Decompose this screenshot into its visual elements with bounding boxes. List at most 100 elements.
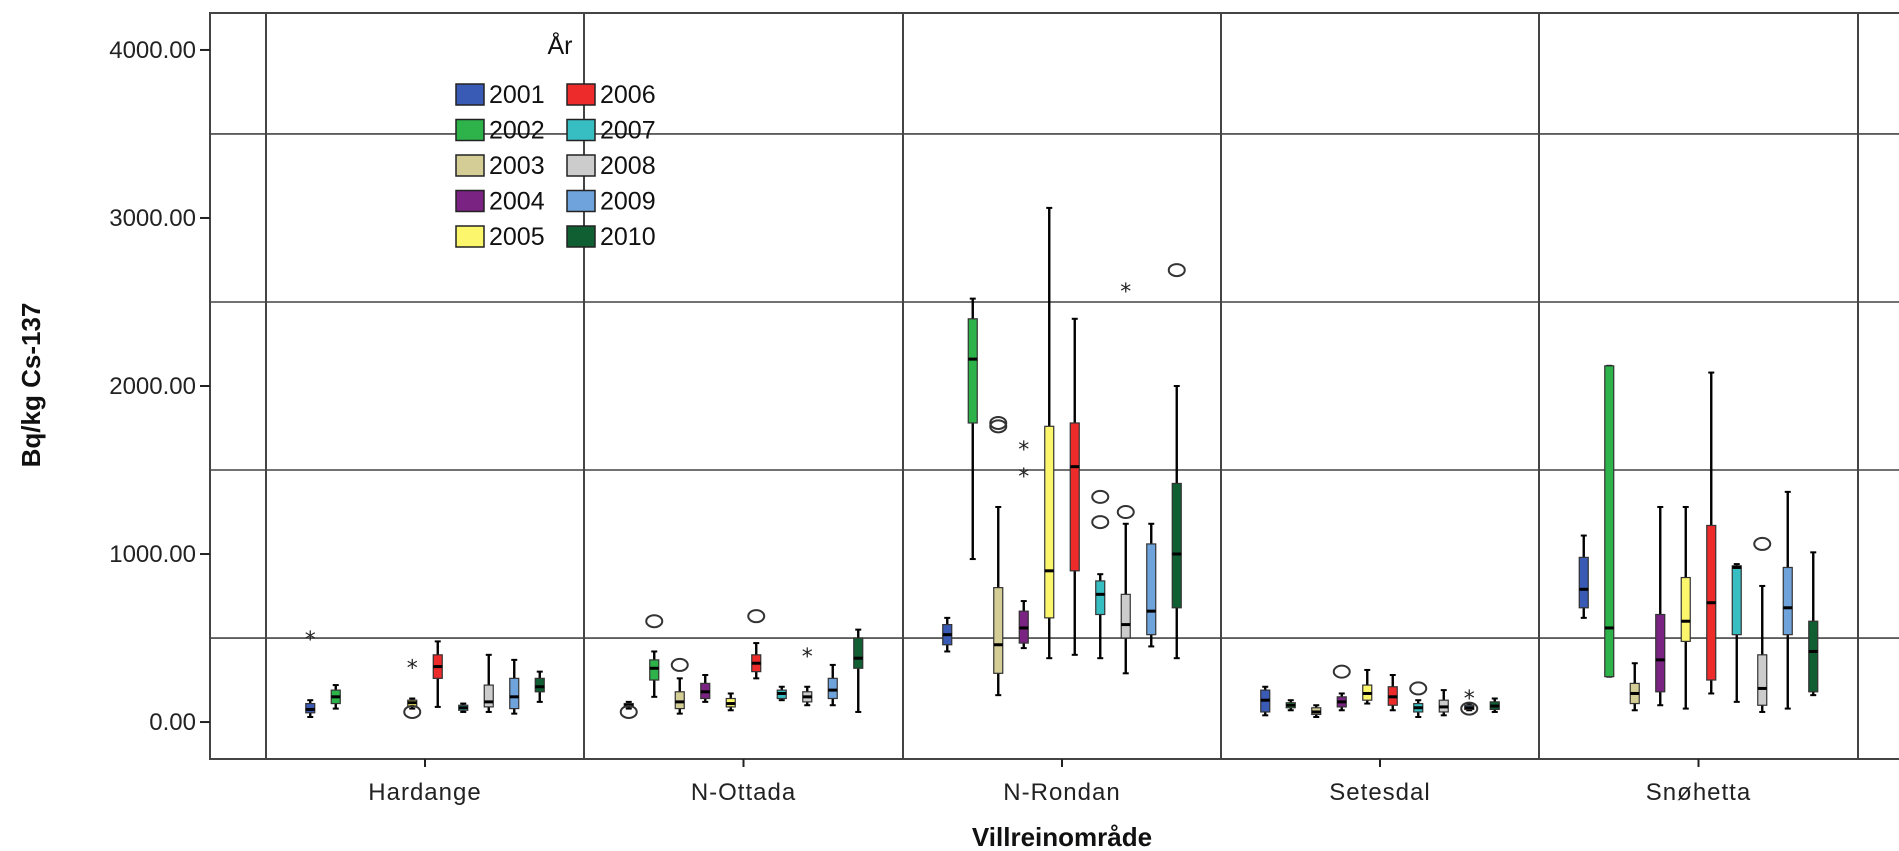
box-body <box>509 677 520 710</box>
box-N-Rondan-2003 <box>989 415 1008 697</box>
y-tick-label: 3000.00 <box>109 205 196 232</box>
y-axis-title: Bq/kg Cs-137 <box>16 303 46 468</box>
legend-label: 2004 <box>489 188 545 216</box>
legend-swatch <box>566 225 596 248</box>
legend-title: År <box>548 30 573 60</box>
box-body <box>827 677 838 700</box>
box-N-Ottada-2005 <box>725 692 736 712</box>
outlier-circle <box>403 704 422 719</box>
extreme-star: * <box>1018 465 1029 490</box>
box-N-Rondan-2002 <box>967 297 978 561</box>
box-body <box>1731 565 1742 636</box>
box-N-Rondan-2007 <box>1091 489 1110 660</box>
box-body <box>1578 556 1589 609</box>
box-body <box>1808 620 1819 693</box>
box-Setesdal-2010 <box>1489 697 1500 713</box>
outlier-circle <box>1091 515 1110 530</box>
legend-swatch <box>455 83 485 106</box>
box-N-Ottada-2001 <box>619 700 638 719</box>
legend-label: 2006 <box>600 81 656 109</box>
box-Snøhetta-2002 <box>1604 364 1615 678</box>
box-N-Ottada-2004 <box>700 673 711 703</box>
x-tick-label: N-Rondan <box>1003 779 1120 806</box>
outlier-circle <box>1753 536 1772 551</box>
legend-label: 2005 <box>489 223 545 251</box>
box-N-Ottada-2006 <box>747 609 766 680</box>
box-Setesdal-2001 <box>1260 685 1271 717</box>
outlier-circle <box>1409 681 1428 696</box>
box-body <box>1095 580 1106 616</box>
box-Setesdal-2002 <box>1285 699 1296 712</box>
box-Snøhetta-2001 <box>1578 534 1589 619</box>
box-body <box>1782 566 1793 636</box>
box-layer: ** ***** <box>305 206 1819 719</box>
extreme-star: * <box>1018 438 1029 463</box>
box-Snøhetta-2004 <box>1655 505 1666 707</box>
box-N-Rondan-2009 <box>1146 522 1157 648</box>
outlier-circle <box>1167 263 1186 278</box>
outlier-circle <box>1332 664 1351 679</box>
box-body <box>1171 482 1182 609</box>
box-Setesdal-2005 <box>1362 668 1373 705</box>
outlier-circle <box>989 415 1008 430</box>
box-Hardange-2005: * <box>403 657 422 719</box>
box-N-Rondan-2008: * <box>1116 280 1135 675</box>
box-body <box>853 637 864 669</box>
legend-label: 2003 <box>489 152 545 180</box>
legend-swatch <box>455 154 485 177</box>
legend-label: 2008 <box>600 152 656 180</box>
box-Hardange-2001: * <box>305 628 316 718</box>
box-N-Rondan-2004: ** <box>1018 438 1029 650</box>
box-Setesdal-2006 <box>1387 673 1398 712</box>
box-body <box>1069 422 1080 572</box>
box-body <box>483 684 494 708</box>
legend-label: 2002 <box>489 117 545 145</box>
box-N-Ottada-2008: * <box>802 645 813 707</box>
box-N-Rondan-2005 <box>1044 206 1055 660</box>
grid-layer <box>209 12 1899 760</box>
box-Snøhetta-2009 <box>1782 490 1793 710</box>
box-body <box>1146 543 1157 636</box>
extreme-star: * <box>1120 280 1131 305</box>
extreme-star: * <box>802 645 813 670</box>
outlier-circle <box>670 657 689 672</box>
box-N-Rondan-2010 <box>1167 263 1186 660</box>
outlier-circle <box>747 609 766 624</box>
legend-label: 2001 <box>489 81 545 109</box>
box-Hardange-2008 <box>483 653 494 713</box>
box-N-Ottada-2007 <box>776 685 787 702</box>
box-Hardange-2006 <box>432 640 443 708</box>
legend-swatch <box>455 225 485 248</box>
extreme-star: * <box>305 628 316 653</box>
legend-label: 2009 <box>600 188 656 216</box>
legend-label: 2010 <box>600 223 656 251</box>
box-Hardange-2009 <box>509 658 520 715</box>
box-Snøhetta-2006 <box>1706 371 1717 695</box>
outlier-circle <box>989 419 1008 434</box>
box-Snøhetta-2010 <box>1808 551 1819 697</box>
y-tick-label: 2000.00 <box>109 373 196 400</box>
x-axis-title: Villreinområde <box>972 822 1152 851</box>
legend-swatch <box>566 83 596 106</box>
outlier-circle <box>619 704 638 719</box>
legend-swatch <box>566 189 596 213</box>
outlier-circle <box>1116 505 1135 520</box>
y-tick-label: 1000.00 <box>109 541 196 568</box>
box-Hardange-2007 <box>458 702 469 713</box>
axis-layer: 0.00 1000.00 2000.00 3000.00 4000.00 Hardange… <box>109 37 1751 806</box>
y-tick-label: 0.00 <box>149 709 196 736</box>
extreme-star: * <box>1464 687 1475 712</box>
x-tick-label: Snøhetta <box>1646 779 1751 806</box>
legend-label: 2007 <box>600 117 656 145</box>
box-Snøhetta-2007 <box>1731 563 1742 703</box>
y-tick-label: 4000.00 <box>109 37 196 64</box>
box-body <box>1757 654 1768 706</box>
box-Snøhetta-2008 <box>1753 536 1772 713</box>
box-Setesdal-2009: * <box>1460 687 1479 716</box>
box-Setesdal-2007 <box>1409 681 1428 718</box>
box-Hardange-2010 <box>534 670 545 703</box>
box-body <box>1655 613 1666 693</box>
box-N-Rondan-2006 <box>1069 317 1080 656</box>
